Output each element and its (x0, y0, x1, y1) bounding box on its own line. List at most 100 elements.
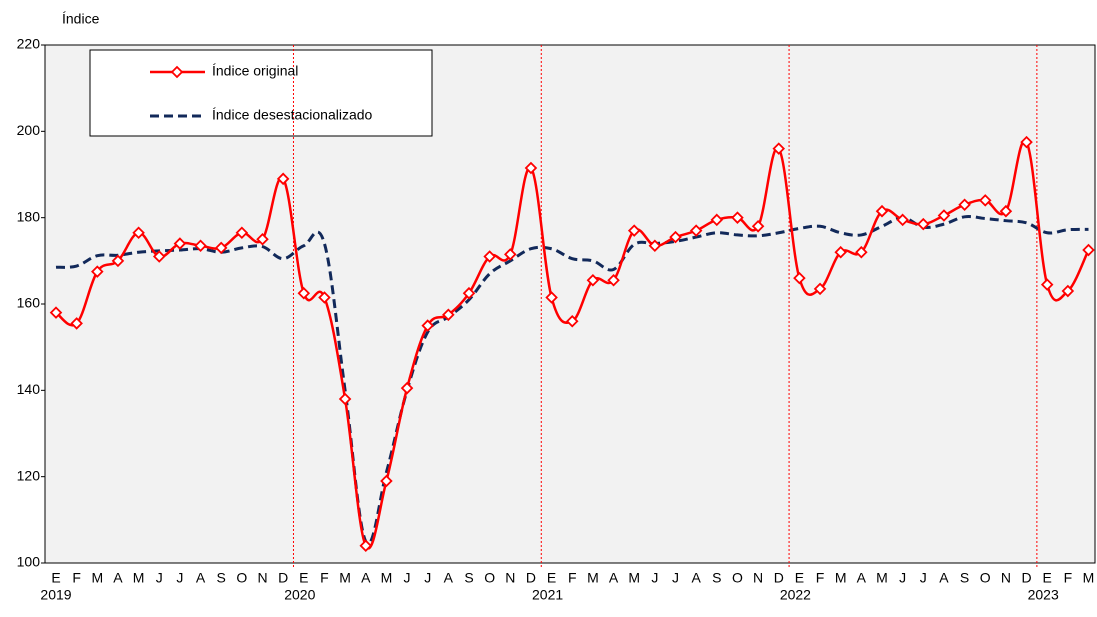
x-tick-label: M (339, 570, 351, 586)
x-tick-label: A (444, 570, 454, 586)
marker (70, 317, 83, 330)
y-tick-label: 160 (17, 295, 41, 311)
x-tick-label: N (1001, 570, 1011, 586)
y-tick-label: 180 (17, 208, 41, 224)
marker (380, 474, 393, 488)
marker (421, 319, 434, 332)
marker (132, 226, 145, 240)
x-tick-label: J (920, 570, 927, 586)
series-line-dashed (55, 215, 1089, 546)
x-tick-label: M (133, 570, 145, 586)
marker (442, 308, 455, 322)
marker (462, 286, 476, 300)
marker (710, 213, 724, 227)
marker (627, 224, 641, 237)
x-tick-label: O (732, 570, 743, 586)
y-axis-label: Índice (62, 11, 100, 27)
x-tick-label: M (381, 570, 393, 586)
marker (772, 142, 786, 155)
x-tick-label: J (404, 570, 411, 586)
marker (937, 209, 951, 222)
marker (586, 273, 600, 287)
x-tick-label: J (176, 570, 183, 586)
marker (194, 239, 207, 252)
marker (545, 291, 558, 304)
marker (607, 273, 620, 287)
marker (855, 245, 868, 259)
x-tick-label: A (196, 570, 206, 586)
marker (669, 230, 682, 244)
x-tick-label: D (526, 570, 536, 586)
year-label: 2021 (532, 587, 563, 603)
x-tick-label: J (899, 570, 906, 586)
x-tick-label: A (857, 570, 867, 586)
marker (793, 271, 806, 285)
marker (813, 282, 827, 296)
x-tick-label: M (1083, 570, 1095, 586)
x-tick-label: A (609, 570, 619, 586)
x-tick-label: E (1043, 570, 1052, 586)
x-tick-label: J (672, 570, 679, 586)
marker (276, 172, 290, 186)
marker (359, 539, 373, 553)
marker (648, 239, 662, 252)
x-tick-label: F (1064, 570, 1073, 586)
x-tick-label: N (257, 570, 267, 586)
x-tick-label: M (628, 570, 640, 586)
x-tick-label: D (1021, 570, 1031, 586)
x-tick-label: D (278, 570, 288, 586)
marker (731, 211, 744, 224)
marker (297, 286, 311, 300)
marker (318, 291, 331, 304)
marker (256, 232, 269, 246)
marker (152, 250, 166, 263)
marker (875, 204, 889, 218)
x-tick-label: S (217, 570, 226, 586)
y-tick-label: 100 (17, 554, 41, 570)
y-tick-label: 200 (17, 122, 41, 138)
x-tick-label: A (361, 570, 371, 586)
legend (89, 49, 433, 137)
year-label: 2020 (284, 587, 315, 603)
x-tick-label: O (980, 570, 991, 586)
x-tick-label: F (816, 570, 825, 586)
year-label: 2019 (40, 587, 71, 603)
legend-box (89, 49, 433, 137)
x-tick-label: F (320, 570, 329, 586)
marker (689, 224, 703, 237)
marker (49, 306, 63, 319)
x-tick-label: E (299, 570, 308, 586)
marker (111, 254, 125, 268)
marker (504, 248, 517, 261)
x-tick-label: D (774, 570, 784, 586)
marker (896, 213, 909, 227)
marker (958, 198, 971, 211)
marker (400, 381, 414, 395)
x-tick-label: M (835, 570, 847, 586)
x-tick-label: N (753, 570, 763, 586)
marker (978, 194, 992, 207)
marker (91, 265, 104, 278)
x-tick-label: F (568, 570, 577, 586)
marker (1040, 278, 1054, 291)
marker (751, 220, 765, 233)
x-tick-label: J (651, 570, 658, 586)
x-tick-label: E (547, 570, 556, 586)
x-tick-label: M (587, 570, 599, 586)
marker (173, 237, 187, 250)
x-tick-label: N (505, 570, 515, 586)
x-tick-label: M (876, 570, 888, 586)
legend-label: Índice desestacionalizado (212, 107, 373, 123)
marker (214, 241, 228, 255)
x-tick-label: A (691, 570, 701, 586)
x-tick-label: O (236, 570, 247, 586)
y-tick-label: 220 (17, 36, 41, 52)
marker (1020, 135, 1033, 149)
x-tick-label: F (72, 570, 81, 586)
marker (483, 250, 496, 263)
x-tick-label: J (156, 570, 163, 586)
marker (1061, 284, 1075, 298)
y-tick-label: 120 (17, 467, 41, 483)
x-tick-label: S (960, 570, 969, 586)
